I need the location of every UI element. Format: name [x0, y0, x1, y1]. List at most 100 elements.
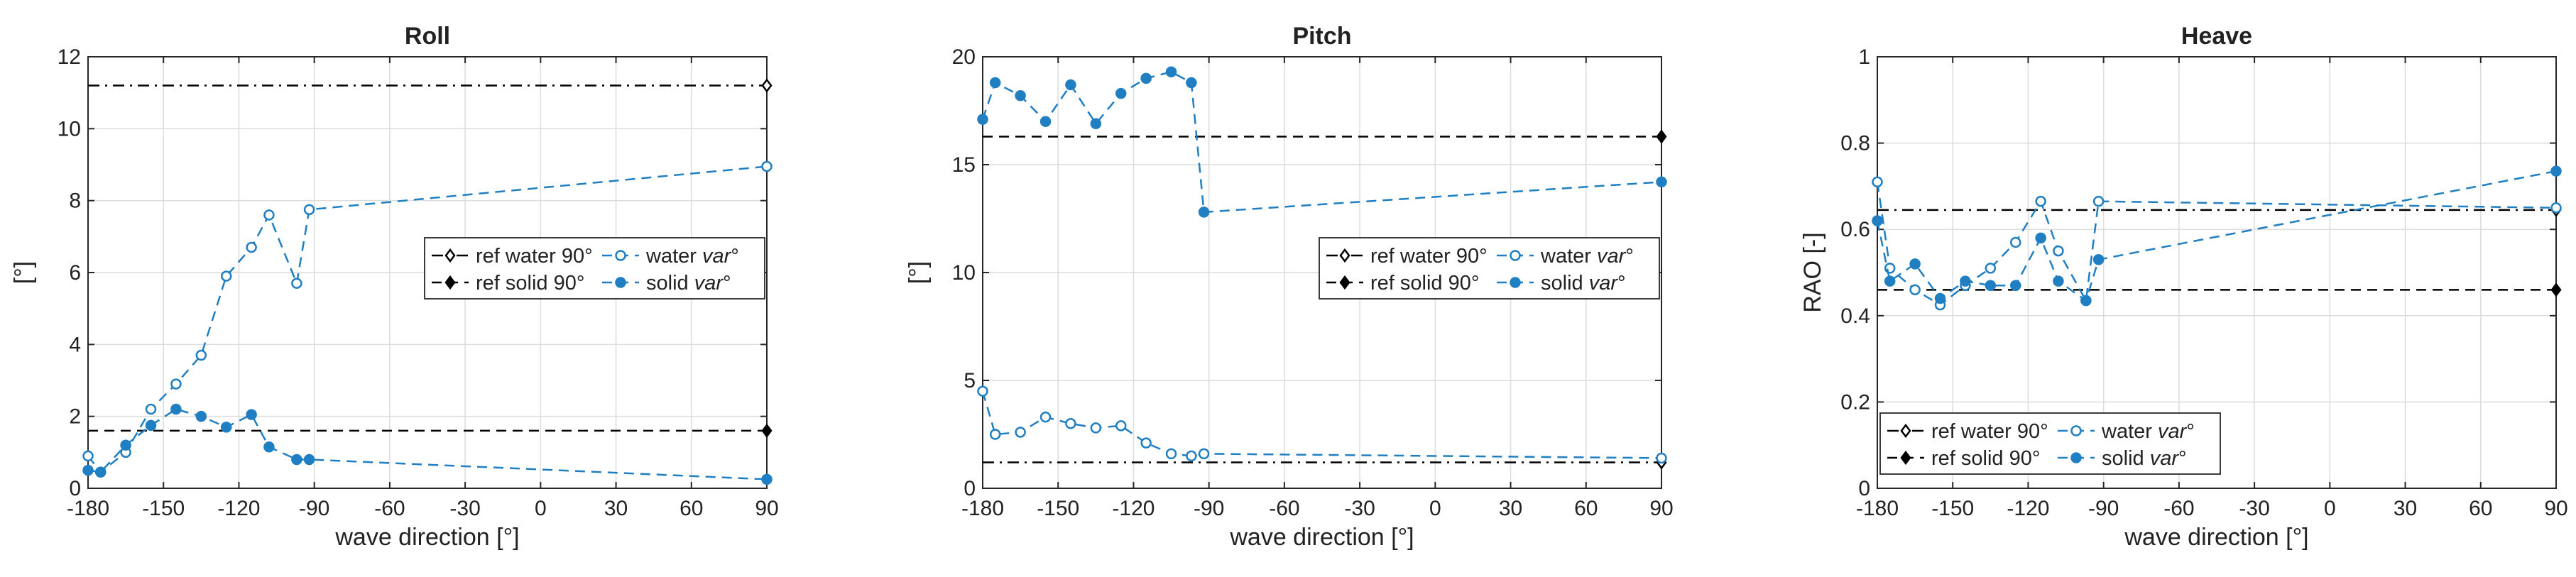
x-tick-label: 60	[1574, 497, 1598, 520]
data-point	[2080, 295, 2092, 307]
x-tick-label: -60	[1269, 497, 1299, 520]
legend-entry: solid var°	[602, 272, 731, 295]
data-point	[1198, 448, 1210, 460]
data-point	[761, 473, 773, 485]
series-ref-solid-90-	[983, 129, 1667, 144]
y-tick-label: 2	[69, 405, 81, 429]
data-point	[120, 439, 131, 451]
x-tick-label: -120	[217, 497, 260, 520]
data-point	[1140, 72, 1152, 84]
data-point	[2035, 232, 2046, 244]
data-point	[1985, 280, 1997, 291]
legend-entry: solid var°	[1497, 272, 1626, 295]
data-point	[1186, 77, 1197, 89]
data-point	[2035, 195, 2046, 207]
data-point	[291, 277, 302, 289]
series-ref-solid-90-	[1877, 282, 2562, 297]
x-tick-label: -120	[2007, 497, 2049, 520]
data-point	[2550, 282, 2562, 297]
legend-entry: ref water 90°	[432, 245, 593, 268]
data-point	[1090, 118, 1102, 129]
legend-label: solid var°	[2102, 447, 2187, 470]
x-axis-label: wave direction [°]	[334, 524, 519, 551]
data-point	[1656, 452, 1667, 464]
legend-entry: water var°	[2058, 420, 2195, 443]
data-point	[989, 429, 1001, 440]
legend-marker	[2070, 452, 2082, 463]
data-point	[94, 466, 107, 478]
data-point	[82, 464, 94, 476]
y-tick-label: 10	[58, 117, 81, 141]
data-point	[263, 441, 275, 453]
series-ref-solid-90-	[88, 423, 773, 439]
series-ref-water-90-	[88, 78, 773, 93]
series-line	[981, 70, 1662, 214]
data-point	[1656, 176, 1667, 188]
data-point	[170, 378, 182, 390]
roll-chart: -180 -150 -120 -90 -60 -30 0 30 60 90 0 2 4 6 8 10 12 Rol…	[10, 23, 779, 551]
legend-marker	[1339, 275, 1350, 290]
legend-entry: ref solid 90°	[1887, 447, 2040, 470]
data-point	[1186, 450, 1197, 462]
data-point	[1039, 411, 1052, 423]
x-tick-label: -30	[449, 497, 480, 520]
data-point	[263, 209, 275, 221]
legend-marker	[615, 250, 626, 261]
data-point	[1985, 263, 1997, 274]
data-point	[1884, 275, 1896, 287]
legend-entry: ref solid 90°	[432, 272, 584, 295]
data-point	[195, 410, 207, 422]
legend-entry: water var°	[1497, 245, 1634, 268]
legend-box	[1319, 237, 1660, 300]
legend-label: ref water 90°	[1370, 245, 1488, 268]
legend-marker	[444, 275, 456, 290]
x-tick-label: 60	[2469, 497, 2492, 520]
legend-entry: ref water 90°	[1326, 245, 1488, 268]
legend-marker	[615, 277, 626, 288]
data-point	[1960, 275, 1971, 287]
y-tick-label: 8	[69, 189, 81, 213]
data-point	[195, 349, 207, 361]
x-tick-label: -60	[374, 497, 405, 520]
legend-marker	[2070, 425, 2082, 436]
y-tick-label: 12	[58, 45, 81, 69]
y-tick-label: 20	[952, 45, 976, 69]
data-point	[2550, 165, 2562, 177]
legend-marker	[1510, 277, 1521, 288]
legend-entry: ref solid 90°	[1326, 272, 1479, 295]
legend-label: ref solid 90°	[1370, 272, 1479, 295]
pitch-chart: -180 -150 -120 -90 -60 -30 0 30 60 90 0 5 10 15 20 Pitc…	[905, 23, 1674, 551]
data-point	[1884, 263, 1896, 274]
x-tick-label: 0	[2324, 497, 2336, 520]
x-tick-label: -120	[1112, 497, 1155, 520]
legend: ref water 90° water var° ref solid 90° soli…	[1319, 237, 1660, 300]
x-tick-label: 90	[2544, 497, 2567, 520]
data-point	[303, 204, 315, 216]
legend-box	[1879, 412, 2221, 475]
x-tick-label: -180	[1856, 497, 1899, 520]
y-tick-label: 5	[964, 369, 976, 392]
data-point	[1115, 420, 1127, 432]
legend-marker	[1900, 423, 1911, 439]
legend-entry: solid var°	[2058, 447, 2187, 470]
legend-entry: ref water 90°	[1887, 420, 2048, 443]
data-point	[1872, 176, 1883, 188]
data-point	[220, 270, 232, 282]
y-tick-label: 0.2	[1840, 390, 1870, 414]
chart-title: Pitch	[1292, 23, 1351, 50]
data-point	[1656, 129, 1667, 144]
x-tick-label: 0	[1429, 497, 1441, 520]
data-point	[1140, 437, 1152, 449]
data-point	[1065, 79, 1076, 91]
x-tick-label: -60	[2163, 497, 2194, 520]
series-solid-var-	[1872, 165, 2562, 307]
legend-marker	[1510, 250, 1521, 261]
data-point	[1909, 284, 1921, 296]
y-tick-label: 0	[69, 477, 81, 500]
x-tick-label: -90	[299, 497, 329, 520]
y-tick-label: 1	[1858, 45, 1870, 69]
data-point	[761, 423, 773, 439]
x-tick-label: 0	[535, 497, 547, 520]
data-point	[761, 78, 773, 93]
data-point	[1015, 427, 1026, 438]
